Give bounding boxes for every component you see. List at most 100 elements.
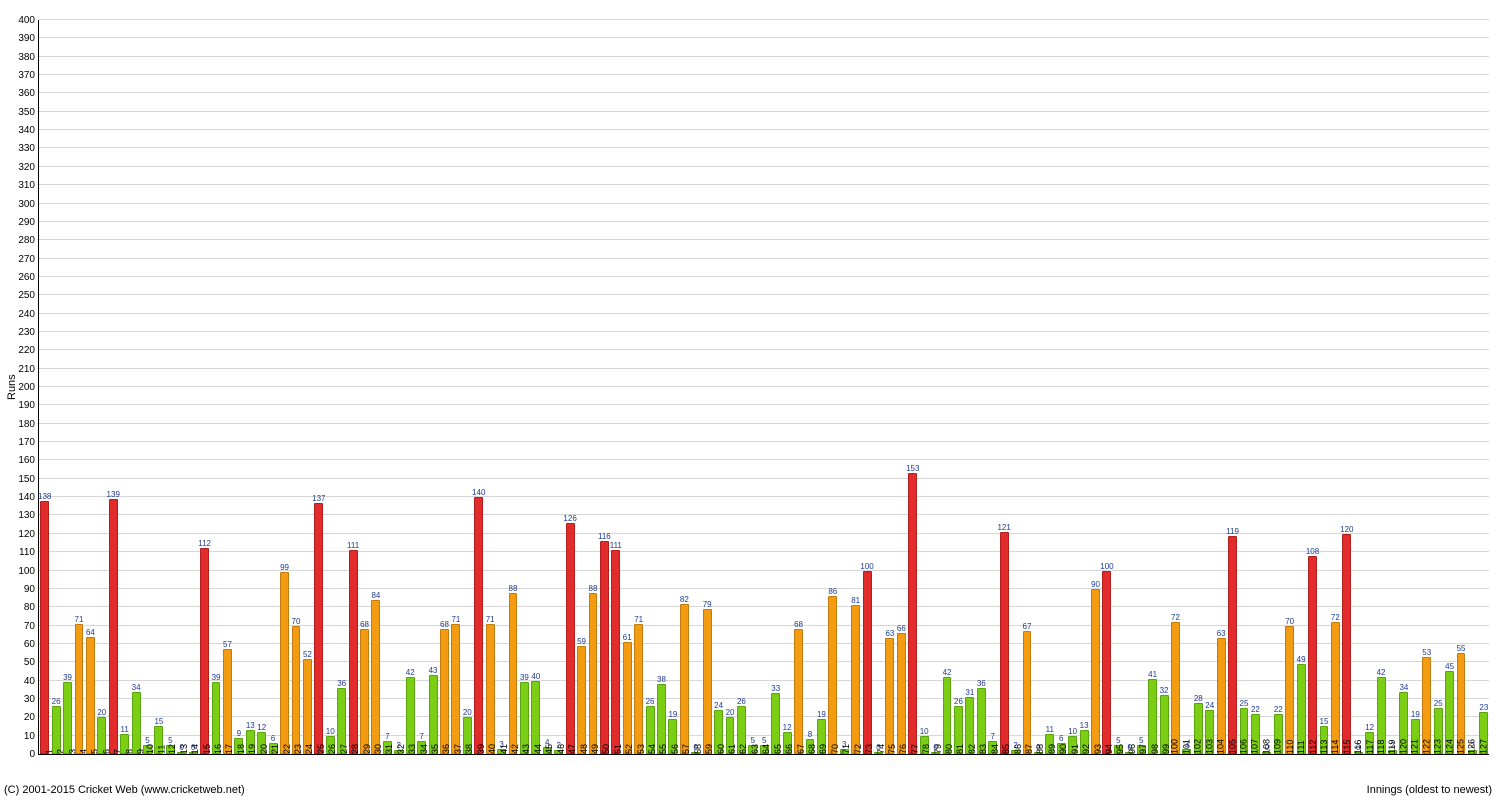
bar-cell: 1381 [39, 20, 50, 754]
bar-cell: 8257 [679, 20, 690, 754]
x-tick-label: 127 [1476, 739, 1488, 754]
bar-cell: 371 [839, 20, 850, 754]
y-tick-label: 160 [3, 455, 35, 466]
bar: 88 [589, 593, 598, 754]
bar-cell: 2038 [462, 20, 473, 754]
bar: 137 [314, 503, 323, 754]
bar-value-label: 71 [634, 616, 643, 625]
bar-cell: 918 [233, 20, 244, 754]
y-tick-label: 210 [3, 364, 35, 375]
bar-cell: 22109 [1273, 20, 1284, 754]
y-tick-label: 20 [3, 712, 35, 723]
bar-cell: 12647 [564, 20, 575, 754]
bar-cell: 058 [690, 20, 701, 754]
x-tick-label: 121 [1408, 739, 1420, 754]
y-tick-label: 190 [3, 400, 35, 411]
y-tick-label: 280 [3, 235, 35, 246]
bar: 72 [1171, 622, 1180, 754]
bar-cell: 3855 [656, 20, 667, 754]
bar-value-label: 59 [577, 638, 586, 647]
bar-cell: 120115 [1341, 20, 1352, 754]
bar-cell: 15113 [1318, 20, 1329, 754]
bar-value-label: 13 [246, 722, 255, 731]
y-tick-label: 120 [3, 529, 35, 540]
bar: 99 [280, 572, 289, 754]
bar-value-label: 20 [463, 709, 472, 718]
bar-value-label: 40 [531, 673, 540, 682]
bar-cell: 14039 [473, 20, 484, 754]
bar-value-label: 108 [1306, 548, 1319, 557]
bar-cell: 595 [1113, 20, 1124, 754]
bar: 59 [577, 646, 586, 754]
bar: 68 [794, 629, 803, 754]
bar-cell: 3101 [1181, 20, 1192, 754]
bar-value-label: 64 [86, 629, 95, 638]
bar-cell: 286 [1010, 20, 1021, 754]
bar-cell: 1511 [153, 20, 164, 754]
bars-container: 1381262393714645206139711834951015115120… [39, 20, 1489, 754]
bar-value-label: 28 [1194, 695, 1203, 704]
bar-value-label: 12 [1365, 724, 1374, 733]
bar-cell: 7153 [633, 20, 644, 754]
bar-cell: 5717 [222, 20, 233, 754]
bar-value-label: 34 [1399, 684, 1408, 693]
bar-value-label: 88 [509, 585, 518, 594]
bar-value-label: 119 [1226, 528, 1239, 537]
bar-cell: 645 [85, 20, 96, 754]
bar-cell: 6152 [622, 20, 633, 754]
bar-value-label: 86 [828, 588, 837, 597]
bar-cell: 3182 [964, 20, 975, 754]
bar-cell: 2119 [1387, 20, 1398, 754]
bar-value-label: 57 [223, 641, 232, 650]
bar-value-label: 68 [440, 621, 449, 630]
bar-cell: 731 [382, 20, 393, 754]
bar: 70 [1285, 626, 1294, 754]
y-tick-label: 10 [3, 731, 35, 742]
bar-value-label: 67 [1023, 623, 1032, 632]
bar-value-label: 126 [563, 515, 576, 524]
bar-value-label: 9 [237, 730, 241, 739]
bar: 26 [52, 706, 61, 754]
y-tick-label: 250 [3, 290, 35, 301]
y-tick-label: 270 [3, 254, 35, 265]
y-tick-label: 150 [3, 474, 35, 485]
bar-cell: 564 [759, 20, 770, 754]
bar: 68 [360, 629, 369, 754]
bar: 63 [1217, 638, 1226, 754]
y-tick-label: 350 [3, 107, 35, 118]
bar-cell: 096 [1124, 20, 1135, 754]
bar-cell: 49111 [1295, 20, 1306, 754]
y-tick-label: 390 [3, 33, 35, 44]
bar-cell: 10094 [1101, 20, 1112, 754]
x-tick-label: 107 [1248, 739, 1260, 754]
bar-value-label: 41 [1148, 671, 1157, 680]
runs-bar-chart: Runs 13812623937146452061397118349510151… [0, 0, 1500, 800]
bar-value-label: 19 [1411, 711, 1420, 720]
bar-value-label: 70 [1285, 618, 1294, 627]
bar-value-label: 111 [347, 542, 359, 551]
bar-cell: 11650 [599, 20, 610, 754]
bar: 34 [132, 692, 141, 754]
y-tick-label: 100 [3, 566, 35, 577]
bar-cell: 5948 [576, 20, 587, 754]
bar-value-label: 25 [1434, 700, 1443, 709]
bar-cell: 7023 [290, 20, 301, 754]
bar-value-label: 31 [965, 689, 974, 698]
y-tick-label: 50 [3, 657, 35, 668]
bar-value-label: 138 [38, 493, 51, 502]
bar-value-label: 100 [860, 563, 873, 572]
bar-cell: 6829 [359, 20, 370, 754]
bar-cell: 45124 [1444, 20, 1455, 754]
bar-value-label: 11 [121, 726, 129, 735]
bar-cell: 7959 [701, 20, 712, 754]
bar-cell: 3683 [976, 20, 987, 754]
x-tick-label: 110 [1283, 740, 1295, 754]
bar-value-label: 10 [1068, 728, 1077, 737]
bar-cell: 8849 [587, 20, 598, 754]
y-tick-label: 400 [3, 15, 35, 26]
y-tick-label: 380 [3, 52, 35, 63]
bar-value-label: 42 [406, 669, 415, 678]
bar: 81 [851, 605, 860, 754]
y-tick-label: 40 [3, 676, 35, 687]
bar: 72 [1331, 622, 1340, 754]
